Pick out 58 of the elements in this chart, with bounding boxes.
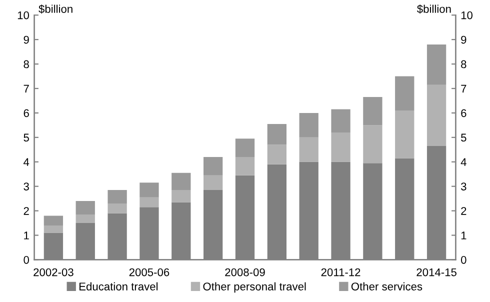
y-tick-label: 4 bbox=[24, 158, 30, 166]
bar bbox=[204, 175, 223, 190]
y2-tick-label: 8 bbox=[461, 60, 466, 68]
y-tick-label: 1 bbox=[24, 232, 29, 240]
bar bbox=[140, 182, 159, 198]
bar bbox=[172, 172, 191, 190]
y2-tick-label: 2 bbox=[461, 207, 466, 215]
x-tick-label: 2008-09 bbox=[225, 268, 265, 276]
bar bbox=[299, 112, 318, 138]
x-tick-label: 2005-06 bbox=[129, 268, 170, 276]
y-tick-label: 9 bbox=[24, 36, 29, 44]
y-tick-label: 3 bbox=[24, 182, 29, 190]
y2-tick-label: 9 bbox=[461, 36, 466, 44]
bar bbox=[331, 132, 350, 162]
bar bbox=[395, 110, 414, 158]
bar bbox=[76, 201, 95, 214]
y2-tick-label: 6 bbox=[461, 109, 466, 118]
y-axis-title: $billion bbox=[38, 4, 72, 14]
y-tick-label: 8 bbox=[24, 60, 29, 68]
y-tick-label: 0 bbox=[24, 256, 30, 264]
y-tick-label: 7 bbox=[24, 84, 29, 93]
bar bbox=[395, 76, 414, 110]
bar bbox=[44, 216, 64, 226]
y2-tick-label: 1 bbox=[461, 232, 466, 240]
x-tick-label: 2002-03 bbox=[34, 268, 74, 276]
y2-tick-label: 0 bbox=[460, 256, 466, 264]
y-tick-label: 2 bbox=[24, 207, 29, 215]
legend-label: Education travel bbox=[80, 282, 158, 290]
bar bbox=[299, 137, 318, 162]
y2-tick-label: 10 bbox=[461, 11, 472, 20]
y-tick-label: 6 bbox=[24, 109, 29, 118]
y2-axis-title: $billion bbox=[417, 4, 451, 14]
legend-label: Other personal travel bbox=[203, 282, 306, 293]
y2-tick-label: 4 bbox=[460, 158, 466, 166]
bar bbox=[331, 109, 350, 133]
bar bbox=[108, 203, 127, 214]
bar bbox=[172, 190, 191, 202]
y-tick-label: 5 bbox=[24, 134, 29, 142]
bar bbox=[363, 125, 382, 164]
bar bbox=[267, 144, 286, 164]
legend-label: Other services bbox=[351, 282, 422, 290]
bar bbox=[44, 225, 64, 233]
x-tick-label: 2014-15 bbox=[416, 268, 456, 276]
bar bbox=[426, 44, 446, 85]
y2-tick-label: 7 bbox=[461, 84, 466, 93]
y-tick-label: 10 bbox=[18, 11, 30, 20]
bar bbox=[267, 124, 286, 145]
bar bbox=[204, 156, 223, 176]
bar bbox=[140, 197, 159, 208]
y2-tick-label: 3 bbox=[460, 182, 466, 190]
bar bbox=[426, 84, 446, 146]
bar bbox=[235, 156, 255, 176]
bar bbox=[363, 97, 382, 126]
x-tick-label: 2011-12 bbox=[321, 268, 360, 276]
bar bbox=[76, 214, 95, 224]
y2-tick-label: 5 bbox=[461, 134, 466, 142]
bar bbox=[108, 190, 127, 204]
bar bbox=[235, 138, 255, 157]
